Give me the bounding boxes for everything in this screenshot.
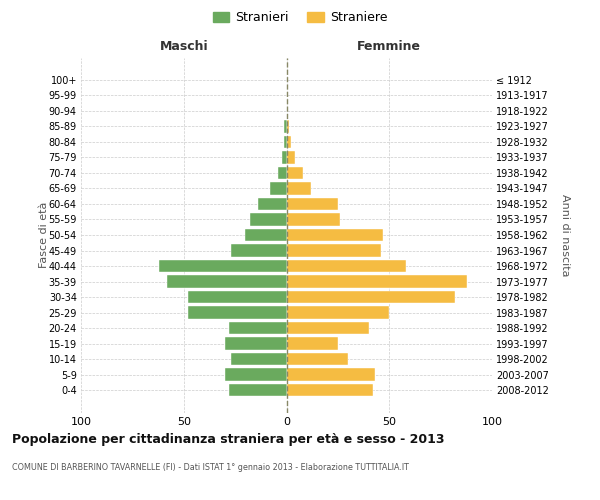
Bar bbox=[188, 290, 287, 304]
Bar bbox=[287, 136, 290, 148]
Bar bbox=[287, 260, 406, 272]
Bar bbox=[284, 136, 287, 148]
Bar bbox=[287, 166, 303, 179]
Bar bbox=[287, 182, 311, 195]
Bar bbox=[283, 151, 287, 164]
Bar bbox=[167, 275, 287, 288]
Bar bbox=[245, 228, 287, 241]
Bar bbox=[231, 244, 287, 257]
Text: COMUNE DI BARBERINO TAVARNELLE (FI) - Dati ISTAT 1° gennaio 2013 - Elaborazione : COMUNE DI BARBERINO TAVARNELLE (FI) - Da… bbox=[12, 462, 409, 471]
Bar bbox=[270, 182, 287, 195]
Bar bbox=[287, 198, 338, 210]
Bar bbox=[159, 260, 287, 272]
Bar bbox=[287, 290, 455, 304]
Bar bbox=[231, 352, 287, 366]
Bar bbox=[225, 337, 287, 350]
Text: Femmine: Femmine bbox=[357, 40, 421, 52]
Text: Popolazione per cittadinanza straniera per età e sesso - 2013: Popolazione per cittadinanza straniera p… bbox=[12, 432, 445, 446]
Bar bbox=[229, 322, 287, 334]
Bar bbox=[229, 384, 287, 396]
Y-axis label: Fasce di età: Fasce di età bbox=[39, 202, 49, 268]
Bar bbox=[287, 306, 389, 319]
Bar bbox=[287, 384, 373, 396]
Legend: Stranieri, Straniere: Stranieri, Straniere bbox=[210, 8, 390, 26]
Y-axis label: Anni di nascita: Anni di nascita bbox=[560, 194, 570, 276]
Bar bbox=[188, 306, 287, 319]
Bar bbox=[287, 151, 295, 164]
Bar bbox=[287, 368, 375, 381]
Bar bbox=[250, 213, 287, 226]
Bar bbox=[287, 228, 383, 241]
Bar bbox=[287, 322, 369, 334]
Bar bbox=[287, 337, 338, 350]
Bar bbox=[278, 166, 287, 179]
Bar bbox=[287, 120, 289, 133]
Bar bbox=[225, 368, 287, 381]
Text: Maschi: Maschi bbox=[160, 40, 208, 52]
Bar bbox=[287, 244, 381, 257]
Bar bbox=[284, 120, 287, 133]
Bar bbox=[287, 213, 340, 226]
Bar bbox=[287, 275, 467, 288]
Bar bbox=[258, 198, 287, 210]
Bar bbox=[287, 352, 348, 366]
